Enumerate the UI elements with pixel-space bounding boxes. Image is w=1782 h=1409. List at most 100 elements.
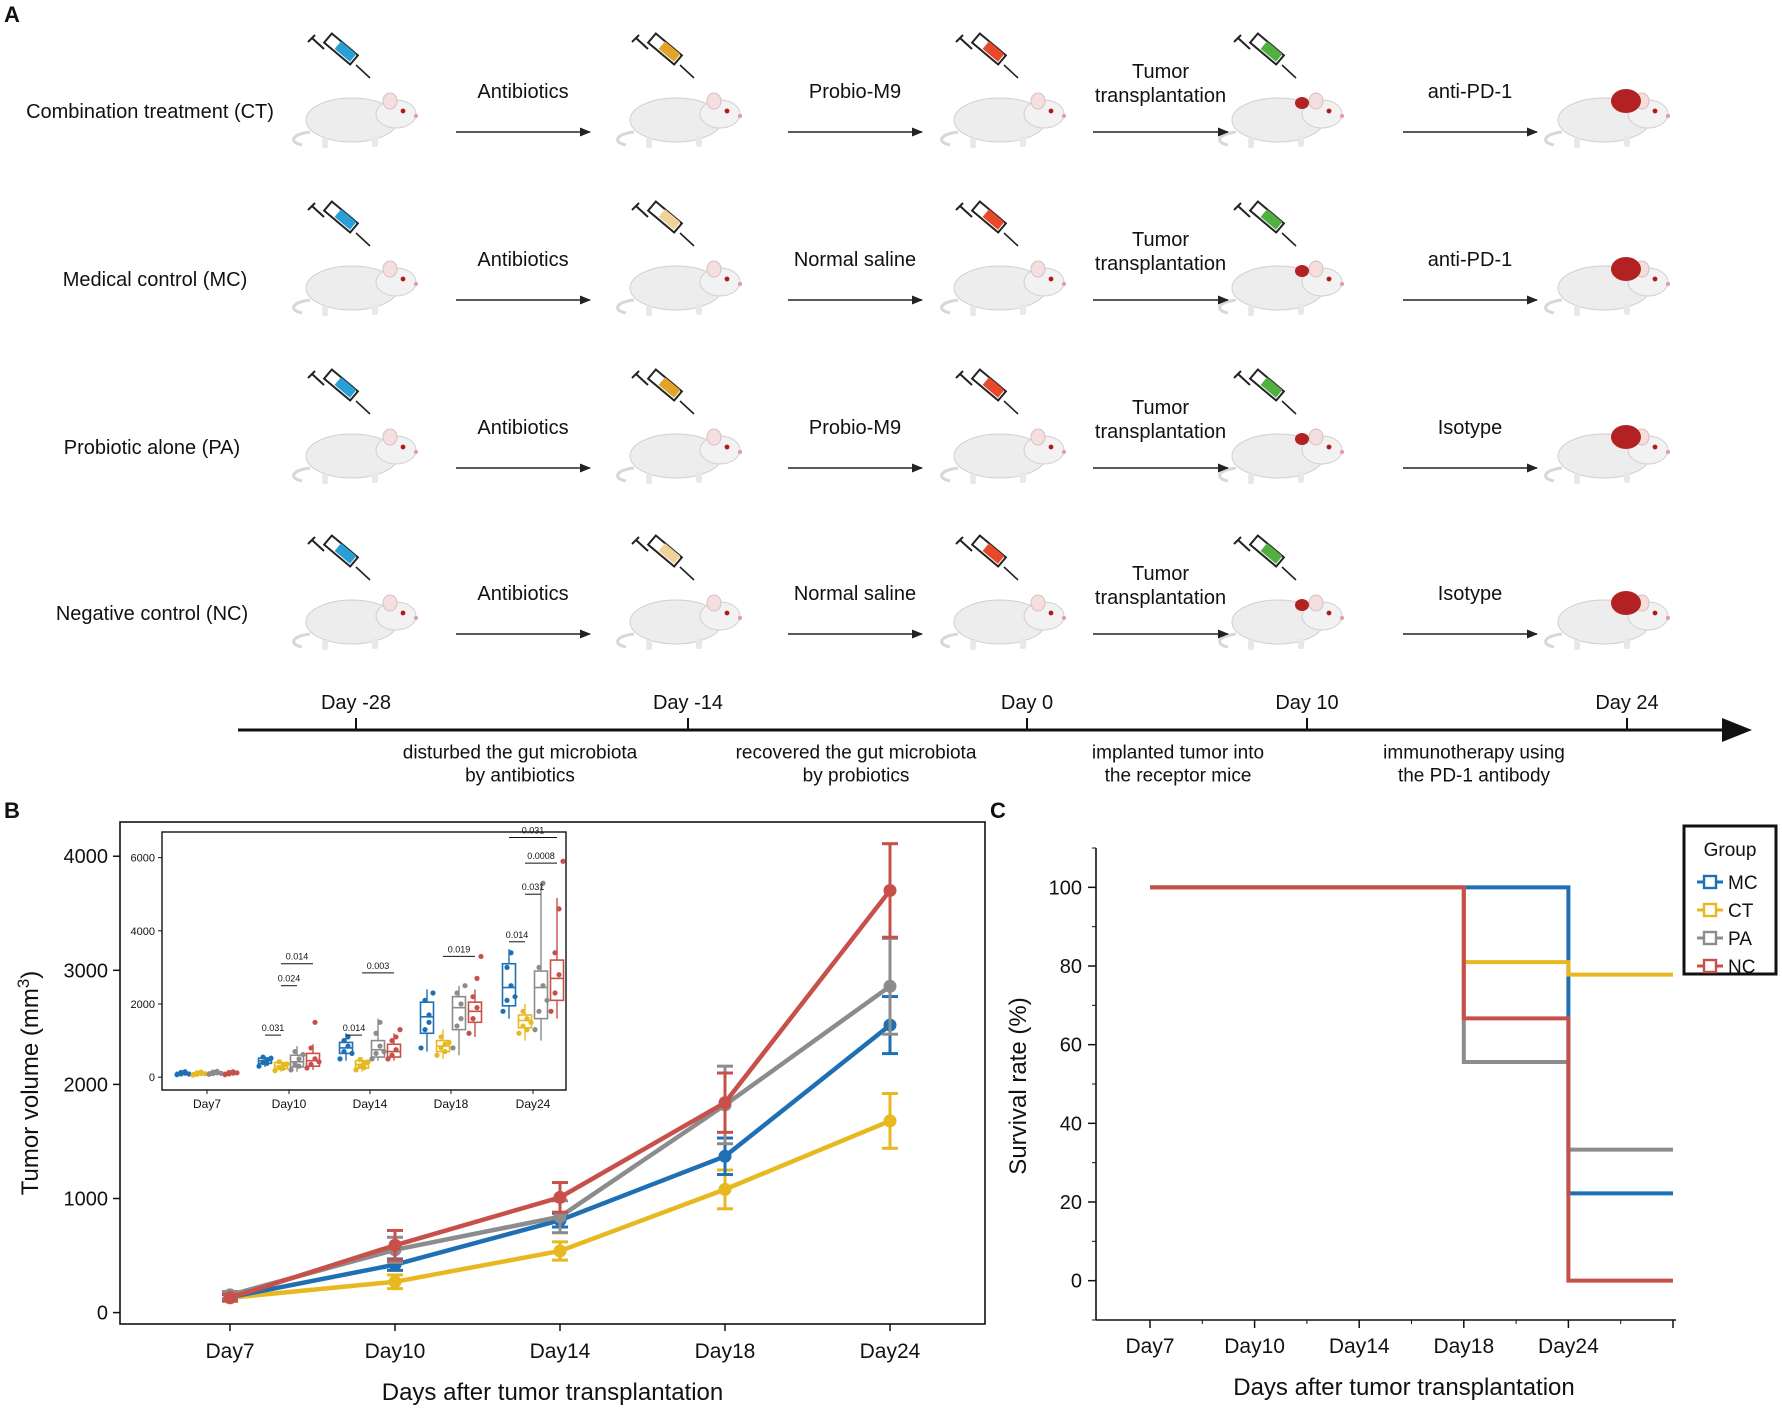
label-rest: ) [17, 971, 44, 979]
mouse-icon [1218, 368, 1346, 486]
jitter-point [560, 858, 566, 864]
y-tick-label: 60 [1060, 1035, 1082, 1057]
box [533, 970, 549, 1020]
data-point [883, 979, 897, 993]
label-line: Tumor [1132, 61, 1189, 83]
jitter-point [508, 983, 514, 989]
legend-entry-label: NC [1728, 957, 1755, 978]
inset-box-ct [272, 1059, 290, 1074]
y-tick-label: 0 [97, 1303, 108, 1325]
inset-box-mc [256, 1054, 274, 1069]
mouse-icon [940, 368, 1068, 486]
label-line: transplantation [1095, 253, 1226, 275]
syringe-fill [334, 377, 357, 398]
syringe-icon [307, 534, 371, 581]
mouse-icon-body [616, 593, 744, 652]
jitter-point [544, 997, 550, 1003]
legend-frame [1682, 824, 1778, 976]
jitter-point [438, 1045, 444, 1051]
panel-label-c: C [990, 798, 1006, 823]
chart-c-axes: 0 20 40 60 80 100 Day7 Day10 Day14 Day18 Day24 Days… [1005, 847, 1676, 1401]
syringe-fill [1260, 209, 1283, 230]
jitter-point [528, 1019, 534, 1025]
mouse-icon-body [1544, 427, 1672, 486]
p-value-label: 0.014 [506, 930, 529, 940]
x-tick-label: Day14 [1329, 1335, 1390, 1358]
mouse-icon [1218, 32, 1346, 150]
jitter-point [312, 1056, 318, 1062]
step-label: Isotype [1438, 417, 1502, 439]
label-line: transplantation [1095, 85, 1226, 107]
label-line: Tumor [1132, 397, 1189, 419]
inset-box-mc [500, 949, 518, 1019]
mouse-icon [1544, 257, 1672, 318]
mouse-icon [1544, 425, 1672, 486]
step-label: anti-PD-1 [1428, 81, 1512, 103]
jitter-point [337, 1056, 343, 1062]
legend-swatch-box [1702, 958, 1718, 974]
jitter-point [226, 1069, 232, 1076]
syringe-fill [658, 377, 681, 398]
jitter-point [434, 1052, 440, 1058]
syringe-fill [982, 41, 1005, 62]
inset-y-tick-label: 0 [149, 1072, 155, 1084]
mouse-icon [940, 32, 1068, 150]
data-point [223, 1291, 237, 1305]
mouse-icon-body [292, 259, 420, 318]
step-label: Tumor transplantation [1095, 61, 1226, 107]
jitter-point [478, 953, 484, 960]
jitter-point [349, 1050, 355, 1057]
jitter-point [361, 1065, 367, 1071]
survival-step-ct [1150, 885, 1673, 977]
y-tick-label: 20 [1060, 1192, 1082, 1214]
syringe-fill [334, 41, 357, 62]
syringe-icon-outline [631, 368, 695, 415]
p-value-label: 0.003 [367, 961, 390, 971]
x-tick-label: Day18 [695, 1340, 756, 1363]
mouse-icon-body [940, 593, 1068, 652]
p-value-label: 0.031 [522, 882, 545, 892]
mouse-icon-body [1218, 259, 1346, 318]
jitter-point [316, 1059, 322, 1065]
timeline: Day -28 Day -14 Day 0 Day 10 Day 24 disturbed… [238, 692, 1752, 786]
mouse-icon-body [1544, 593, 1672, 652]
jitter-point [288, 1067, 294, 1073]
inset-box-pa [532, 880, 550, 1041]
jitter-point [234, 1070, 240, 1076]
jitter-point [198, 1069, 204, 1075]
group-label: Medical control (MC) [63, 269, 247, 291]
inset-box-mc [337, 1033, 355, 1062]
syringe-fill [658, 543, 681, 564]
label-line: Tumor [1132, 229, 1189, 251]
mouse-icon-body [1544, 91, 1672, 150]
inset-box-ct [516, 1004, 534, 1041]
p-value-label: 0.031 [262, 1023, 285, 1033]
inset-box-nc [466, 953, 484, 1037]
legend-entry-label: CT [1728, 901, 1754, 922]
mouse-icon [616, 368, 744, 486]
syringe-icon [307, 368, 371, 415]
jitter-point [345, 1034, 351, 1040]
mouse-icon-body [1218, 91, 1346, 150]
jitter-point [548, 1008, 554, 1014]
jitter-point [292, 1061, 298, 1067]
inset-box-pa [450, 983, 468, 1056]
step-label: Probio-M9 [809, 417, 901, 439]
syringe-icon [1233, 368, 1297, 415]
syringe-icon [631, 200, 695, 247]
jitter-point [450, 1045, 456, 1051]
syringe-icon [955, 32, 1019, 79]
jitter-point [422, 1027, 428, 1033]
x-tick-label: Day10 [365, 1340, 426, 1363]
syringe-icon-outline [307, 534, 371, 581]
jitter-point [304, 1065, 310, 1071]
syringe-fill [334, 543, 357, 564]
tumor-small-icon [1295, 97, 1309, 109]
tumor-large-icon [1611, 257, 1641, 281]
label-line: transplantation [1095, 421, 1226, 443]
survival-step-mc [1150, 885, 1673, 1196]
y-tick-label: 100 [1049, 877, 1082, 899]
jitter-point [504, 964, 510, 971]
jitter-point [552, 950, 558, 956]
jitter-point [357, 1057, 363, 1063]
